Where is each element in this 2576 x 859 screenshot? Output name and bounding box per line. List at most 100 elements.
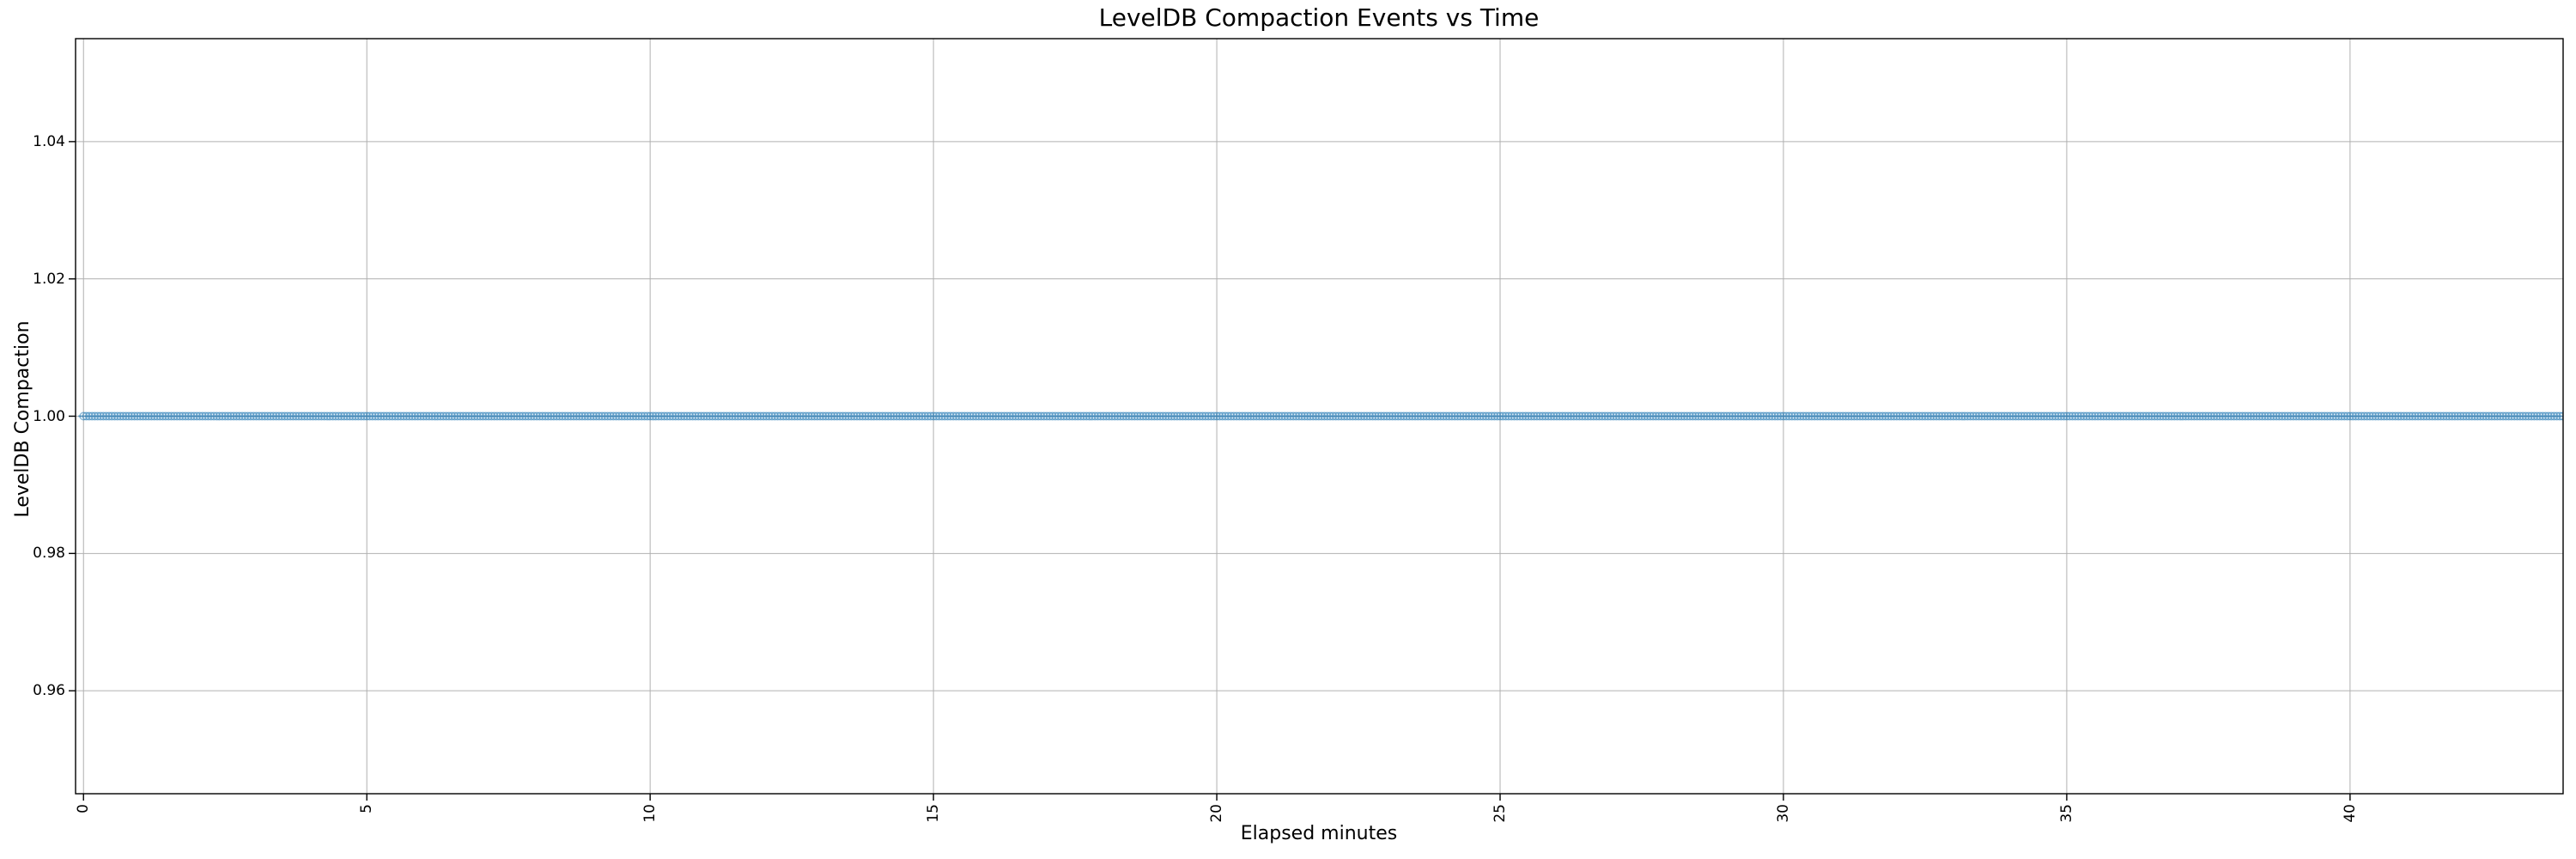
data-point-marker	[550, 411, 558, 421]
data-point-marker	[127, 411, 137, 421]
data-point-marker	[1549, 411, 1558, 421]
data-point-marker	[410, 411, 420, 421]
data-point-marker	[637, 411, 647, 421]
data-point-marker	[1697, 411, 1706, 421]
data-point-marker	[246, 411, 255, 421]
data-point-marker	[210, 411, 218, 421]
data-point-marker	[844, 411, 854, 421]
data-point-marker	[524, 411, 533, 421]
data-point-marker	[258, 411, 267, 421]
data-point-marker	[2445, 411, 2454, 421]
data-point-marker	[1127, 411, 1137, 421]
data-point-marker	[2309, 411, 2318, 421]
data-point-marker	[2366, 411, 2374, 421]
data-point-marker	[756, 411, 765, 421]
data-point-marker	[1850, 411, 1859, 421]
data-point-marker	[453, 411, 462, 421]
data-point-marker	[1218, 411, 1227, 421]
data-point-marker	[733, 411, 743, 421]
data-point-marker	[450, 411, 459, 421]
data-point-marker	[2057, 411, 2066, 421]
data-point-marker	[2405, 411, 2415, 421]
data-point-marker	[869, 411, 878, 421]
data-point-marker	[404, 411, 414, 421]
data-point-marker	[2487, 411, 2496, 421]
data-point-marker	[2201, 411, 2210, 421]
y-tick-label: 0.96	[33, 682, 65, 700]
data-point-marker	[1328, 411, 1338, 421]
data-point-marker	[1861, 411, 1870, 421]
data-point-marker	[2255, 411, 2264, 421]
data-point-marker	[640, 411, 649, 421]
data-point-marker	[1229, 411, 1238, 421]
data-point-marker	[1742, 411, 1752, 421]
data-point-marker	[204, 411, 213, 421]
data-point-marker	[2074, 411, 2083, 421]
data-point-marker	[1767, 411, 1777, 421]
data-point-marker	[2354, 411, 2363, 421]
data-point-marker	[711, 411, 720, 421]
data-point-marker	[444, 411, 453, 421]
data-point-marker	[1150, 411, 1159, 421]
data-point-marker	[2442, 411, 2451, 421]
data-point-marker	[2096, 411, 2105, 421]
data-point-marker	[1643, 411, 1652, 421]
data-point-marker	[1779, 411, 1788, 421]
data-point-marker	[714, 411, 723, 421]
data-point-marker	[611, 411, 621, 421]
data-point-marker	[799, 411, 808, 421]
data-point-marker	[1771, 411, 1780, 421]
data-point-marker	[1952, 411, 1961, 421]
data-point-marker	[2144, 411, 2154, 421]
data-point-marker	[2070, 411, 2080, 421]
data-point-marker	[1575, 411, 1584, 421]
data-point-marker	[917, 411, 927, 421]
data-point-marker	[2011, 411, 2020, 421]
data-point-marker	[1121, 411, 1131, 421]
data-point-marker	[1039, 411, 1048, 421]
data-point-marker	[1305, 411, 1315, 421]
data-point-marker	[2124, 411, 2134, 421]
data-point-marker	[1320, 411, 1329, 421]
data-point-marker	[2232, 411, 2241, 421]
data-point-marker	[1407, 411, 1417, 421]
data-point-marker	[1946, 411, 1955, 421]
data-point-marker	[2530, 411, 2539, 421]
x-tick-label: 40	[2341, 804, 2359, 823]
data-point-marker	[977, 411, 987, 421]
data-point-marker	[727, 411, 737, 421]
data-point-marker	[725, 411, 734, 421]
data-point-marker	[2240, 411, 2250, 421]
data-point-marker	[2543, 411, 2553, 421]
data-point-marker	[1832, 411, 1842, 421]
data-point-marker	[929, 411, 939, 421]
data-point-marker	[1581, 411, 1589, 421]
data-point-marker	[966, 411, 975, 421]
data-point-marker	[2218, 411, 2227, 421]
data-point-marker	[1702, 411, 1711, 421]
data-point-marker	[770, 411, 780, 421]
data-point-marker	[1510, 411, 1519, 421]
data-point-marker	[986, 411, 995, 421]
data-point-marker	[940, 411, 950, 421]
data-point-marker	[2105, 411, 2114, 421]
data-point-marker	[2329, 411, 2338, 421]
data-point-marker	[2357, 411, 2366, 421]
data-point-marker	[1920, 411, 1929, 421]
data-point-marker	[1464, 411, 1473, 421]
data-point-marker	[793, 411, 802, 421]
data-point-marker	[1362, 411, 1371, 421]
data-point-marker	[1399, 411, 1408, 421]
data-point-marker	[1051, 411, 1060, 421]
data-point-marker	[753, 411, 762, 421]
data-point-marker	[1113, 411, 1122, 421]
data-point-marker	[1948, 411, 1958, 421]
data-point-marker	[1133, 411, 1142, 421]
data-point-marker	[1651, 411, 1661, 421]
data-point-marker	[1025, 411, 1035, 421]
data-point-marker	[555, 411, 564, 421]
data-point-marker	[2297, 411, 2306, 421]
data-point-marker	[1569, 411, 1578, 421]
data-point-marker	[2002, 411, 2012, 421]
data-point-marker	[716, 411, 726, 421]
